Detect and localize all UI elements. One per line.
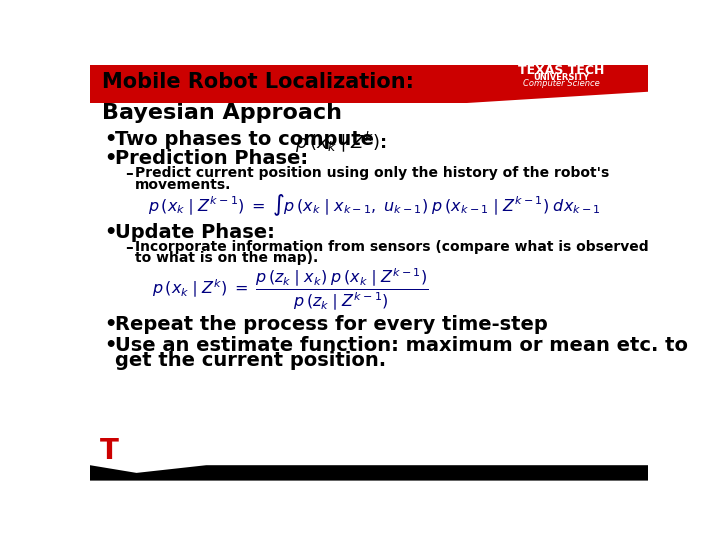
Text: Two phases to compute: Two phases to compute <box>114 130 381 149</box>
Text: Incorporate information from sensors (compare what is observed: Incorporate information from sensors (co… <box>135 240 649 254</box>
Text: Mobile Robot Localization:: Mobile Robot Localization: <box>102 72 413 92</box>
Text: •: • <box>104 150 117 168</box>
Text: UNIVERSITY: UNIVERSITY <box>533 72 590 82</box>
Text: Bayesian Approach: Bayesian Approach <box>102 103 341 123</box>
Polygon shape <box>90 92 648 103</box>
Polygon shape <box>94 438 125 465</box>
Text: –: – <box>125 240 132 254</box>
Text: •: • <box>104 222 117 242</box>
Text: –: – <box>125 166 132 181</box>
Text: Update Phase:: Update Phase: <box>114 222 274 242</box>
Text: $p\,(x_k\mid Z^k)$:: $p\,(x_k\mid Z^k)$: <box>295 130 387 156</box>
Polygon shape <box>90 465 648 481</box>
Text: Repeat the process for every time-step: Repeat the process for every time-step <box>114 315 547 334</box>
Text: •: • <box>104 315 117 334</box>
Text: Prediction Phase:: Prediction Phase: <box>114 150 308 168</box>
Text: Predict current position using only the history of the robot's: Predict current position using only the … <box>135 166 609 180</box>
Text: T: T <box>100 437 119 465</box>
Text: $p\,(x_k\mid Z^{k-1})\;=\;\int p\,(x_k\mid x_{k-1},\;u_{k-1})\;p\,(x_{k-1}\mid Z: $p\,(x_k\mid Z^{k-1})\;=\;\int p\,(x_k\m… <box>148 193 601 218</box>
Polygon shape <box>90 65 648 103</box>
Text: Use an estimate function: maximum or mean etc. to: Use an estimate function: maximum or mea… <box>114 336 688 355</box>
Text: TEXAS TECH: TEXAS TECH <box>518 64 604 77</box>
Text: •: • <box>104 336 117 355</box>
Text: get the current position.: get the current position. <box>114 351 386 370</box>
Text: movements.: movements. <box>135 178 231 192</box>
Text: Computer Science: Computer Science <box>523 79 600 88</box>
Text: •: • <box>104 130 117 149</box>
Text: $p\,(x_k\mid Z^k)\;=\;\dfrac{p\,(z_k\mid x_k)\;p\,(x_k\mid Z^{k-1})}{p\,(z_k\mid: $p\,(x_k\mid Z^k)\;=\;\dfrac{p\,(z_k\mid… <box>152 267 428 313</box>
Text: to what is on the map).: to what is on the map). <box>135 251 318 265</box>
